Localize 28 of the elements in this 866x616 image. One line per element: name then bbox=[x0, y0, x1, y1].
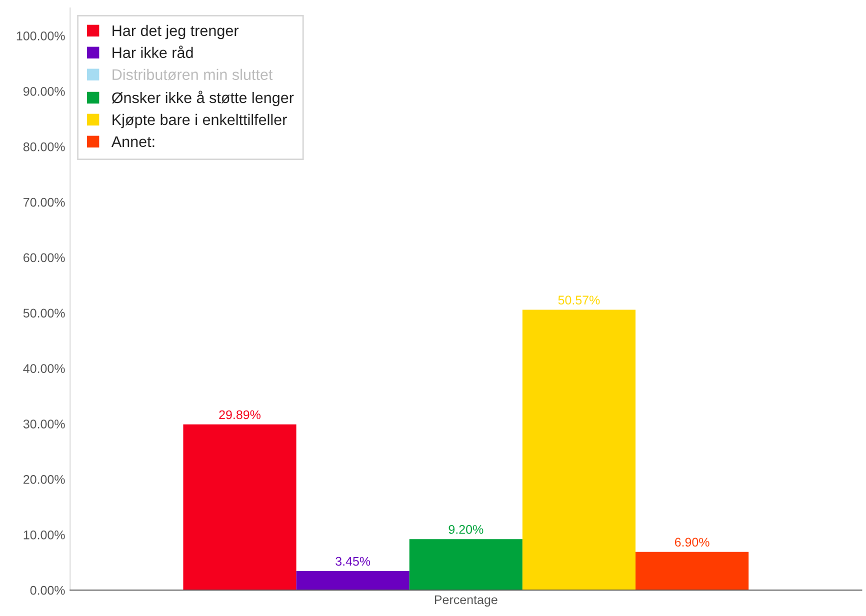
data-label: 29.89% bbox=[219, 410, 261, 420]
legend-label: Kjøpte bare i enkelttilfeller bbox=[112, 114, 287, 128]
y-tick-label: 50.00% bbox=[23, 308, 65, 318]
bar bbox=[636, 552, 749, 590]
legend-label: Ønsker ikke å støtte lenger bbox=[112, 90, 294, 106]
bar bbox=[183, 424, 296, 590]
y-tick-label: 100.00% bbox=[16, 32, 65, 40]
data-label: 3.45% bbox=[336, 556, 370, 566]
data-label: 50.57% bbox=[558, 296, 600, 305]
x-tick-label: Percentage bbox=[434, 595, 498, 607]
y-tick-label: 90.00% bbox=[23, 86, 65, 96]
y-tick-label: 30.00% bbox=[23, 420, 65, 428]
y-tick-label: 20.00% bbox=[24, 475, 65, 484]
y-tick-label: 70.00% bbox=[24, 198, 65, 207]
bar bbox=[522, 310, 636, 590]
data-label: 6.90% bbox=[674, 538, 710, 547]
y-tick-label: 0.00% bbox=[30, 586, 65, 595]
y-tick-label: 60.00% bbox=[24, 253, 65, 262]
y-tick-label: 40.00% bbox=[23, 364, 65, 374]
legend-label: Har ikke råd bbox=[112, 46, 193, 58]
y-tick-label: 80.00% bbox=[23, 142, 65, 152]
y-tick-label: 10.00% bbox=[24, 530, 65, 540]
legend-label: Har det jeg trenger bbox=[112, 24, 239, 40]
data-label: 9.20% bbox=[448, 525, 484, 534]
bar bbox=[409, 539, 522, 590]
bar bbox=[296, 571, 410, 590]
legend-label: Distributøren min sluttet bbox=[112, 68, 273, 80]
legend-label: Annet: bbox=[111, 136, 154, 148]
